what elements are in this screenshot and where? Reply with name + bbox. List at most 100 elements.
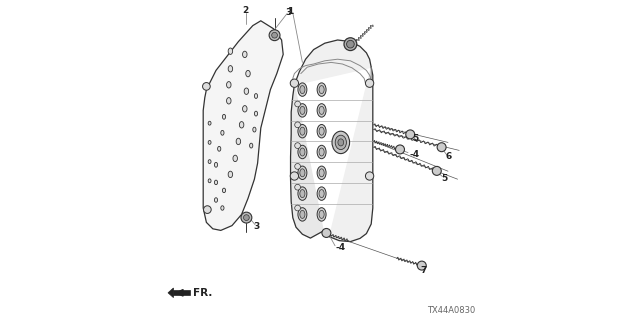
Circle shape bbox=[322, 228, 331, 237]
Ellipse shape bbox=[223, 115, 226, 119]
Ellipse shape bbox=[317, 166, 326, 180]
Ellipse shape bbox=[214, 163, 218, 167]
Ellipse shape bbox=[221, 206, 224, 210]
Text: 5: 5 bbox=[441, 174, 447, 183]
Text: 6: 6 bbox=[445, 152, 452, 161]
Ellipse shape bbox=[298, 145, 307, 159]
Ellipse shape bbox=[335, 135, 346, 149]
Text: 7: 7 bbox=[421, 266, 427, 275]
Ellipse shape bbox=[298, 83, 307, 96]
Ellipse shape bbox=[218, 147, 221, 151]
Circle shape bbox=[295, 101, 301, 107]
Text: -4: -4 bbox=[336, 243, 346, 252]
Circle shape bbox=[406, 130, 415, 139]
Circle shape bbox=[365, 79, 374, 87]
Circle shape bbox=[202, 83, 210, 90]
Circle shape bbox=[347, 40, 355, 48]
Ellipse shape bbox=[300, 127, 305, 135]
Ellipse shape bbox=[233, 155, 237, 162]
Ellipse shape bbox=[298, 166, 307, 180]
Ellipse shape bbox=[298, 187, 307, 200]
Text: 5: 5 bbox=[412, 134, 419, 143]
Circle shape bbox=[295, 122, 301, 128]
Ellipse shape bbox=[317, 104, 326, 117]
Text: TX44A0830: TX44A0830 bbox=[427, 306, 475, 315]
Ellipse shape bbox=[319, 86, 324, 94]
Text: 3: 3 bbox=[253, 222, 260, 231]
Text: FR.: FR. bbox=[193, 288, 212, 298]
Circle shape bbox=[437, 143, 446, 152]
Circle shape bbox=[295, 143, 301, 148]
Circle shape bbox=[417, 261, 426, 270]
Ellipse shape bbox=[319, 106, 324, 115]
Ellipse shape bbox=[228, 171, 233, 178]
Circle shape bbox=[272, 32, 278, 38]
Ellipse shape bbox=[300, 169, 305, 177]
Ellipse shape bbox=[300, 189, 305, 198]
Ellipse shape bbox=[208, 179, 211, 183]
Ellipse shape bbox=[319, 169, 324, 177]
Polygon shape bbox=[291, 85, 323, 238]
Circle shape bbox=[204, 206, 211, 213]
Ellipse shape bbox=[300, 106, 305, 115]
Circle shape bbox=[290, 172, 298, 180]
Text: -4: -4 bbox=[410, 150, 420, 159]
Circle shape bbox=[365, 172, 374, 180]
Circle shape bbox=[241, 212, 252, 223]
Text: 1: 1 bbox=[287, 7, 294, 16]
Ellipse shape bbox=[243, 106, 247, 112]
Circle shape bbox=[344, 38, 357, 51]
Text: 2: 2 bbox=[243, 6, 249, 15]
FancyArrowPatch shape bbox=[177, 290, 188, 296]
Ellipse shape bbox=[300, 86, 305, 94]
Ellipse shape bbox=[208, 140, 211, 144]
Ellipse shape bbox=[250, 143, 253, 148]
Ellipse shape bbox=[319, 127, 324, 135]
Text: 3: 3 bbox=[285, 8, 291, 17]
Ellipse shape bbox=[319, 148, 324, 156]
Ellipse shape bbox=[298, 104, 307, 117]
Ellipse shape bbox=[332, 131, 349, 154]
Ellipse shape bbox=[239, 122, 244, 128]
Ellipse shape bbox=[317, 187, 326, 200]
Ellipse shape bbox=[255, 94, 258, 99]
Ellipse shape bbox=[214, 180, 218, 185]
Ellipse shape bbox=[236, 138, 241, 145]
Ellipse shape bbox=[317, 208, 326, 221]
Polygon shape bbox=[168, 288, 173, 298]
Ellipse shape bbox=[317, 124, 326, 138]
Circle shape bbox=[295, 164, 301, 169]
Polygon shape bbox=[204, 21, 283, 230]
Ellipse shape bbox=[227, 98, 231, 104]
Polygon shape bbox=[173, 290, 191, 295]
Ellipse shape bbox=[221, 131, 224, 135]
Circle shape bbox=[295, 205, 301, 211]
Ellipse shape bbox=[319, 211, 324, 219]
Circle shape bbox=[243, 215, 250, 220]
Ellipse shape bbox=[223, 188, 226, 193]
Ellipse shape bbox=[227, 82, 231, 88]
Circle shape bbox=[269, 30, 280, 41]
Ellipse shape bbox=[338, 139, 344, 146]
Polygon shape bbox=[294, 40, 372, 242]
Ellipse shape bbox=[244, 88, 249, 94]
Ellipse shape bbox=[208, 121, 211, 125]
Ellipse shape bbox=[317, 145, 326, 159]
Ellipse shape bbox=[317, 83, 326, 96]
Ellipse shape bbox=[214, 198, 218, 202]
Ellipse shape bbox=[298, 208, 307, 221]
Ellipse shape bbox=[246, 70, 250, 77]
Circle shape bbox=[396, 145, 404, 154]
Ellipse shape bbox=[319, 189, 324, 198]
Circle shape bbox=[290, 79, 298, 87]
Ellipse shape bbox=[253, 127, 256, 132]
Ellipse shape bbox=[228, 48, 233, 54]
Circle shape bbox=[295, 184, 301, 190]
Ellipse shape bbox=[255, 111, 258, 116]
Ellipse shape bbox=[300, 148, 305, 156]
Ellipse shape bbox=[298, 124, 307, 138]
Circle shape bbox=[433, 166, 442, 175]
Ellipse shape bbox=[243, 51, 247, 58]
Ellipse shape bbox=[208, 160, 211, 164]
Ellipse shape bbox=[300, 211, 305, 219]
